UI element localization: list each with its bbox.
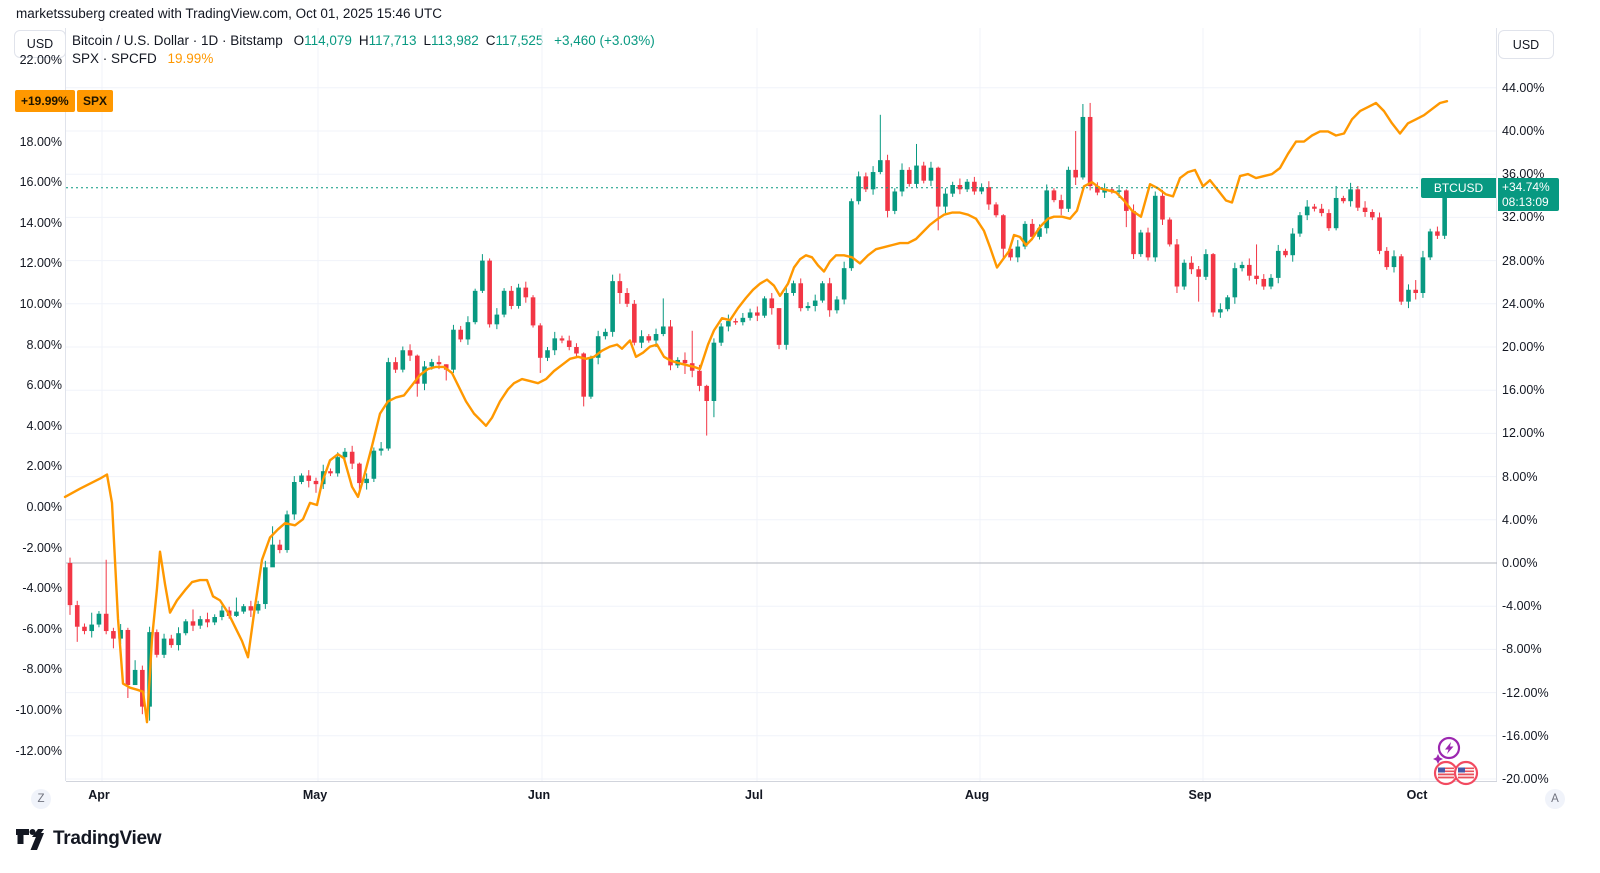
spx-axis-badge-value: +19.99% (15, 90, 75, 112)
symbol-title: Bitcoin / U.S. Dollar · 1D · Bitstamp (72, 33, 283, 48)
right-axis-tick: 28.00% (1502, 253, 1545, 268)
compare-header-row[interactable]: SPX · SPCFD 19.99% (72, 51, 213, 66)
right-axis-tick: 12.00% (1502, 426, 1545, 441)
left-axis-currency-button[interactable]: USD (14, 30, 66, 58)
left-axis-tick: 14.00% (19, 215, 62, 230)
attribution-text: marketssuberg created with TradingView.c… (16, 6, 442, 21)
brand-wordmark: TradingView (53, 828, 162, 849)
right-axis-currency-button[interactable]: USD (1498, 30, 1554, 59)
x-axis-month-label[interactable]: Apr (88, 788, 110, 802)
left-axis-tick: -8.00% (22, 662, 62, 677)
ohlc-value: 114,079 (304, 33, 352, 48)
ohlc-value: 117,713 (368, 33, 417, 48)
right-axis-tick: -4.00% (1502, 599, 1542, 614)
left-axis-tick: 0.00% (26, 500, 62, 514)
us-flag-event-icon[interactable] (1433, 760, 1459, 786)
x-axis-month-label[interactable]: Sep (1188, 788, 1212, 802)
right-axis-tick: 0.00% (1502, 556, 1538, 570)
spx-line-series (63, 99, 1449, 724)
btcusd-current-change: +34.74% (1502, 179, 1550, 194)
x-axis-month-label[interactable]: Jun (527, 788, 551, 802)
left-axis-tick: 10.00% (19, 297, 62, 311)
right-axis-tick: 16.00% (1502, 383, 1545, 398)
ohlc-values: O114,079 H117,713 L113,982 C117,525 (287, 33, 544, 48)
left-axis-tick: 4.00% (26, 418, 62, 433)
right-axis-tick: 4.00% (1502, 512, 1538, 527)
ohlc-letter: O (293, 33, 305, 48)
left-axis-tick: -2.00% (22, 540, 62, 555)
btcusd-candle-series (67, 102, 1447, 721)
left-axis-tick: 6.00% (26, 378, 62, 393)
tradingview-logo-icon (16, 828, 44, 850)
us-flag-event-icon[interactable] (1453, 760, 1479, 786)
ai-lightning-icon[interactable] (1433, 736, 1461, 764)
spx-axis-badge-symbol: SPX (77, 90, 114, 112)
tradingview-footer-brand[interactable]: TradingView (16, 828, 162, 850)
bar-countdown-timer: 08:13:09 (1502, 194, 1549, 209)
right-axis-tick: 20.00% (1502, 340, 1545, 354)
btcusd-price-value-label: +34.74% 08:13:09 (1498, 178, 1559, 211)
right-axis-tick: 40.00% (1502, 124, 1545, 138)
right-axis-tick: -20.00% (1502, 772, 1549, 786)
auto-scale-button[interactable]: A (1545, 789, 1565, 809)
right-axis-tick: 36.00% (1502, 167, 1545, 182)
btcusd-price-label: BTCUSD (1421, 178, 1496, 198)
left-axis-tick: -4.00% (22, 581, 62, 596)
right-axis-tick: 44.00% (1502, 80, 1545, 95)
left-axis-tick: 12.00% (19, 256, 62, 271)
ohlc-letter: L (423, 33, 431, 48)
daily-change: +3,460 (+3.03%) (554, 33, 655, 48)
right-axis-tick: 8.00% (1502, 469, 1538, 484)
left-axis-tick: 18.00% (19, 134, 62, 149)
ohlc-value: 117,525 (495, 33, 544, 48)
right-axis-tick: -16.00% (1502, 728, 1549, 743)
x-axis-month-label[interactable]: Aug (964, 788, 990, 802)
compare-symbol-title: SPX · SPCFD (72, 51, 157, 66)
left-axis-tick: -12.00% (15, 743, 62, 758)
left-axis-tick: -10.00% (15, 703, 62, 717)
x-axis-month-label[interactable]: Jul (744, 788, 764, 802)
timezone-button[interactable]: Z (31, 789, 51, 809)
left-axis-tick: 8.00% (26, 337, 62, 352)
left-axis-tick: -6.00% (22, 621, 62, 636)
right-axis-tick: 32.00% (1502, 210, 1545, 225)
left-axis-tick: 22.00% (19, 53, 62, 68)
right-axis-tick: -8.00% (1502, 642, 1542, 657)
ohlc-letter: C (485, 33, 496, 48)
left-axis-tick: 2.00% (26, 459, 62, 474)
chart-event-markers[interactable] (1424, 734, 1484, 788)
ohlc-value: 113,982 (430, 33, 479, 48)
x-axis-month-label[interactable]: May (302, 788, 328, 802)
right-axis-tick: -12.00% (1502, 685, 1549, 700)
chart-gridlines (65, 28, 1497, 782)
symbol-header-row[interactable]: Bitcoin / U.S. Dollar · 1D · Bitstamp O1… (72, 33, 655, 48)
right-axis-tick: 24.00% (1502, 296, 1545, 311)
ohlc-letter: H (358, 33, 369, 48)
left-axis-tick: 16.00% (19, 175, 62, 190)
compare-change: 19.99% (167, 51, 214, 66)
x-axis-month-label[interactable]: Oct (1406, 788, 1428, 802)
